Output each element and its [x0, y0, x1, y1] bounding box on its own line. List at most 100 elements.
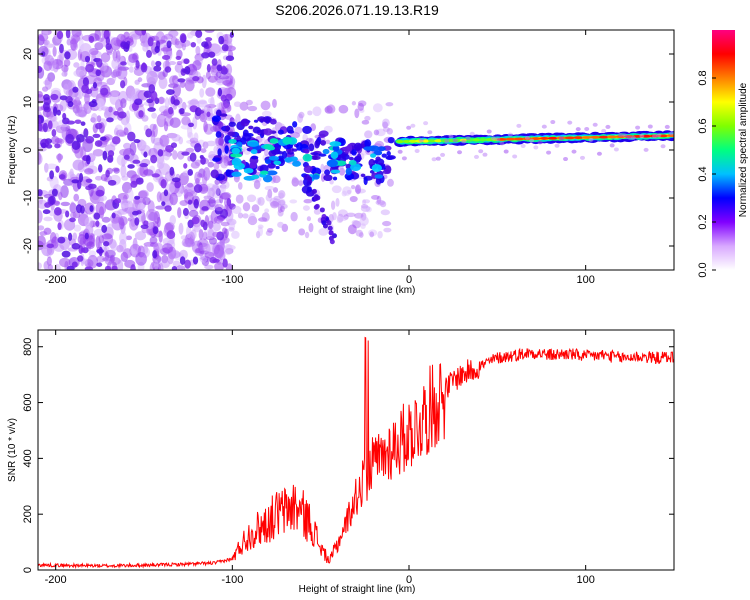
spectrogram-cell	[596, 151, 602, 156]
spectrogram-cell	[563, 157, 569, 162]
spectrogram-cell	[83, 128, 89, 138]
spectrogram-cell	[220, 113, 228, 117]
spectrogram-cell	[57, 236, 66, 244]
spectrogram-cell	[289, 156, 298, 162]
spectrogram-cell	[626, 135, 632, 140]
spectrogram-cell	[57, 222, 62, 231]
spectrogram-cell	[306, 180, 312, 186]
spectrogram-cell	[54, 263, 61, 270]
spectrogram-cell	[61, 123, 66, 135]
spectrogram-cell	[166, 230, 176, 240]
spectrogram-cell	[168, 106, 174, 115]
spectrogram-cell	[136, 210, 142, 215]
spectrogram-cell	[158, 76, 168, 89]
spectrogram-cell	[652, 134, 658, 139]
spectrogram-cell	[231, 147, 241, 155]
spectrogram-cell	[323, 174, 333, 182]
spectrogram-cell	[220, 159, 229, 169]
spectrogram-cell	[375, 156, 381, 162]
spectrogram-cell	[214, 261, 225, 270]
spectrogram-cell	[336, 217, 343, 224]
spectrogram-cell	[80, 121, 86, 126]
spectrogram-cell	[200, 156, 206, 165]
snr-x-label: Height of straight line (km)	[299, 584, 416, 595]
spectrogram-cell	[166, 40, 172, 49]
spectrogram-cell	[100, 52, 111, 63]
spectrogram-cell	[181, 238, 191, 248]
spectrogram-cell	[306, 186, 312, 193]
spectrogram-cell	[469, 131, 475, 136]
spectrogram-cell	[127, 164, 135, 169]
spectrogram-cell	[164, 97, 170, 111]
spectrogram-cell	[298, 111, 305, 119]
spectrogram-cell	[228, 121, 236, 127]
spectrogram-cell	[60, 201, 71, 207]
spectrogram-cell	[44, 76, 53, 90]
spectrogram-cell	[354, 156, 362, 162]
spectrogram-cell	[92, 133, 101, 138]
spectrogram-cell	[360, 173, 366, 178]
spectrogram-cell	[330, 151, 339, 159]
spectrogram-cell	[50, 93, 59, 101]
spectrogram-cell	[106, 117, 114, 123]
spectrogram-cell	[120, 164, 127, 178]
spectrogram-cell	[92, 81, 98, 89]
spectrogram-cell	[266, 227, 274, 233]
spectrogram-cell	[138, 140, 147, 150]
spectrogram-cell	[210, 169, 219, 179]
spectrogram-cell	[215, 131, 222, 138]
spectrogram-cell	[195, 45, 201, 56]
spectrogram-cell	[54, 143, 61, 149]
snr-y-label: SNR (10 * v/v)	[7, 418, 18, 482]
spectrogram-cell	[98, 246, 103, 257]
spectrogram-cell	[90, 86, 99, 91]
spectrogram-cell	[539, 137, 550, 140]
spectrogram-cell	[96, 262, 103, 267]
spectrogram-cell	[382, 118, 390, 128]
colorbar-tick-label: 0.6	[697, 118, 709, 133]
spectrogram-cell	[371, 164, 382, 172]
spectrogram-cell	[169, 166, 175, 176]
spectrogram-cell	[187, 132, 194, 139]
spectrogram-cell	[361, 119, 370, 125]
spectrogram-cell	[84, 91, 90, 105]
spectrogram-cell	[68, 232, 73, 241]
spectrogram-cell	[247, 105, 258, 112]
spectrogram-cell	[219, 208, 229, 219]
spectrogram-cell	[313, 208, 321, 215]
spectrogram-cell	[134, 217, 140, 226]
spectrogram-cell	[169, 250, 181, 259]
spectrogram-cell	[74, 119, 82, 124]
spectrogram-cell	[45, 163, 58, 170]
spectrogram-cell	[495, 137, 501, 142]
spectrogram-cell	[85, 154, 91, 165]
x-tick-label: -200	[45, 274, 67, 286]
spectrogram-cell	[182, 207, 189, 217]
spectrogram-cell	[265, 170, 278, 176]
y-tick-label: 0	[22, 147, 34, 153]
spectrogram-cell	[101, 216, 111, 223]
spectrogram-cell	[213, 162, 220, 170]
spectrogram-cell	[435, 156, 441, 161]
spectrogram-cell	[265, 116, 271, 124]
spectrogram-cell	[151, 173, 160, 178]
spectrogram-cell	[65, 133, 75, 144]
spectrogram-cell	[129, 142, 137, 156]
spectrogram-cell	[573, 136, 584, 140]
spectrogram-cell	[242, 133, 252, 141]
spectrogram-cell	[377, 146, 386, 152]
spectrogram-cell	[66, 38, 72, 46]
spectrogram-cell	[143, 151, 148, 158]
spectrogram-cell	[350, 163, 362, 172]
spectrogram-cell	[44, 43, 56, 48]
spectrogram-cell	[65, 210, 70, 218]
x-tick-label: -100	[221, 574, 243, 586]
spectrogram-cell	[383, 227, 392, 233]
spectrogram-cell	[386, 151, 391, 157]
spectrogram-cell	[326, 220, 332, 226]
spectrogram-cell	[211, 115, 222, 122]
spectrogram-cell	[231, 157, 242, 166]
spectrogram-cell	[186, 225, 192, 239]
spectrogram-cell	[298, 179, 304, 187]
